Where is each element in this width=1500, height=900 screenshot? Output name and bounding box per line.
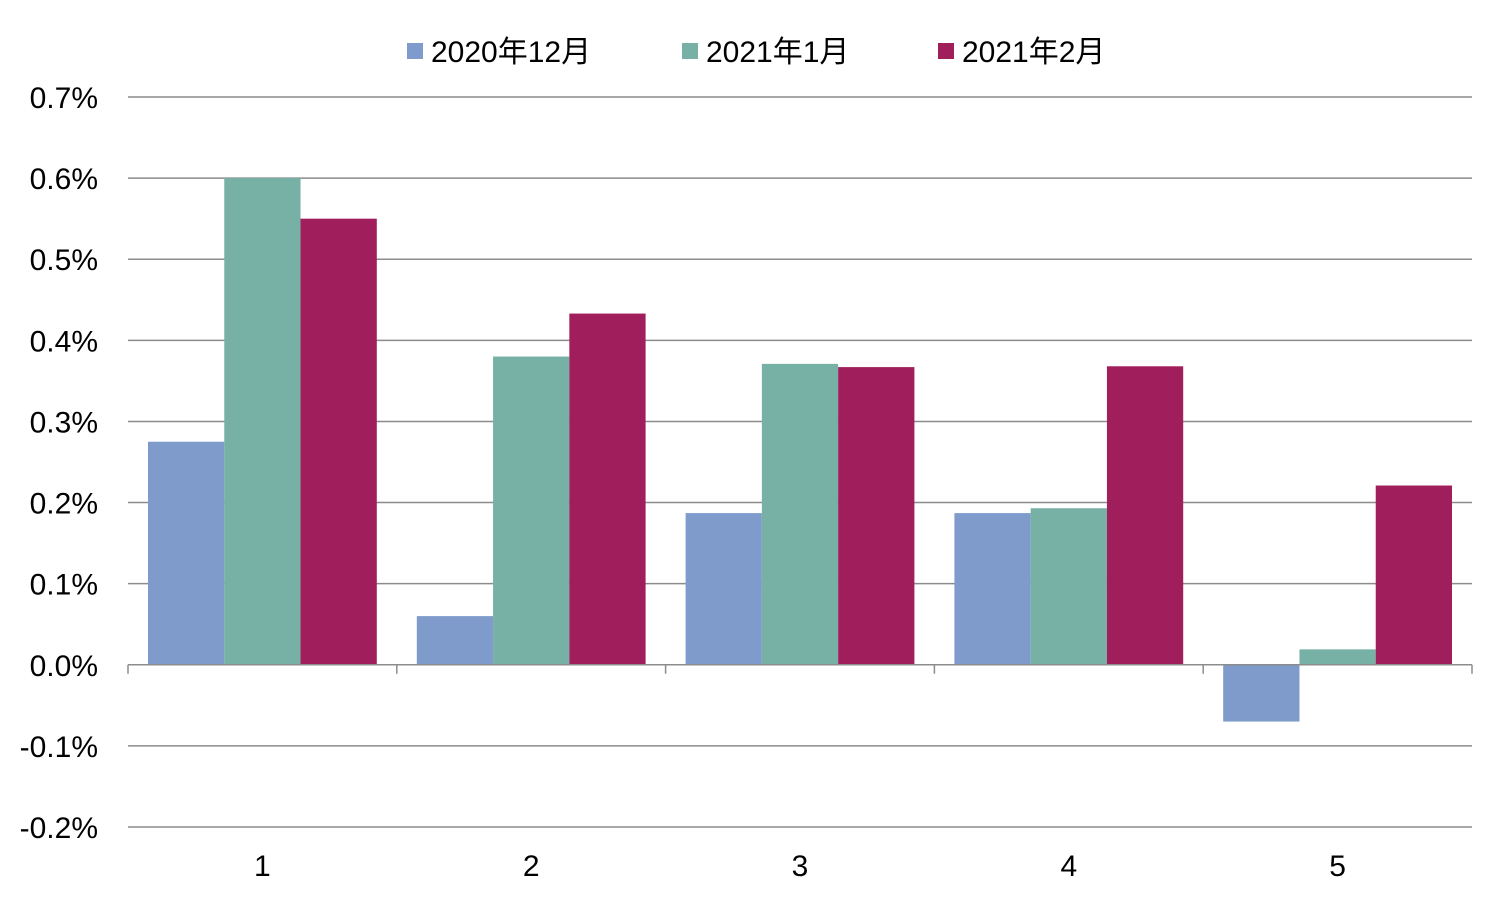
bar-series-3-cat-4 [1106, 366, 1184, 665]
bar-series-3-cat-1 [300, 218, 377, 665]
bar-series-3-cat-5 [1375, 485, 1452, 665]
bar-series-1-cat-4 [954, 513, 1031, 665]
y-tick-label: -0.1% [20, 731, 98, 764]
y-tick-label: 0.7% [30, 82, 98, 115]
legend-swatch [407, 43, 423, 59]
bar-series-1-cat-5 [1223, 664, 1300, 722]
y-tick-label: 0.4% [30, 325, 98, 358]
bar-series-3-cat-3 [838, 367, 915, 665]
bars [148, 178, 1452, 722]
bar-series-1-cat-1 [148, 441, 225, 665]
legend-swatch [682, 43, 698, 59]
x-axis-tick-labels: 1 2 3 4 5 [254, 850, 1346, 883]
x-axis [127, 664, 1473, 674]
y-tick-label: 0.2% [30, 488, 98, 521]
bar-series-2-cat-3 [761, 363, 839, 665]
y-tick-label: 0.6% [30, 163, 98, 196]
y-tick-label: 0.5% [30, 244, 98, 277]
bar-series-2-cat-5 [1299, 649, 1376, 665]
bar-series-1-cat-2 [416, 616, 494, 665]
x-tick-label: 4 [1060, 850, 1077, 883]
y-tick-label: 0.3% [30, 406, 98, 439]
bar-series-2-cat-1 [224, 178, 301, 665]
bar-series-2-cat-2 [493, 356, 570, 665]
y-tick-label: 0.1% [30, 569, 98, 602]
bar-series-2-cat-4 [1030, 508, 1107, 665]
y-axis-tick-labels: -0.2% -0.1% 0.0% 0.1% 0.2% 0.3% 0.4% 0.5% 0.6% 0.… [20, 82, 98, 845]
bar-series-1-cat-3 [685, 513, 762, 665]
x-tick-label: 5 [1329, 850, 1346, 883]
x-tick-label: 3 [792, 850, 809, 883]
x-tick-label: 1 [254, 850, 271, 883]
legend-label: 2021年2月 [962, 36, 1105, 69]
x-tick-label: 2 [523, 850, 540, 883]
y-tick-label: -0.2% [20, 812, 98, 845]
bar-series-3-cat-2 [569, 313, 646, 665]
legend: 2020年12月 2021年1月 2021年2月 [407, 36, 1105, 69]
y-tick-label: 0.0% [30, 650, 98, 683]
legend-label: 2021年1月 [706, 36, 849, 69]
legend-swatch [938, 43, 954, 59]
legend-label: 2020年12月 [431, 36, 591, 69]
